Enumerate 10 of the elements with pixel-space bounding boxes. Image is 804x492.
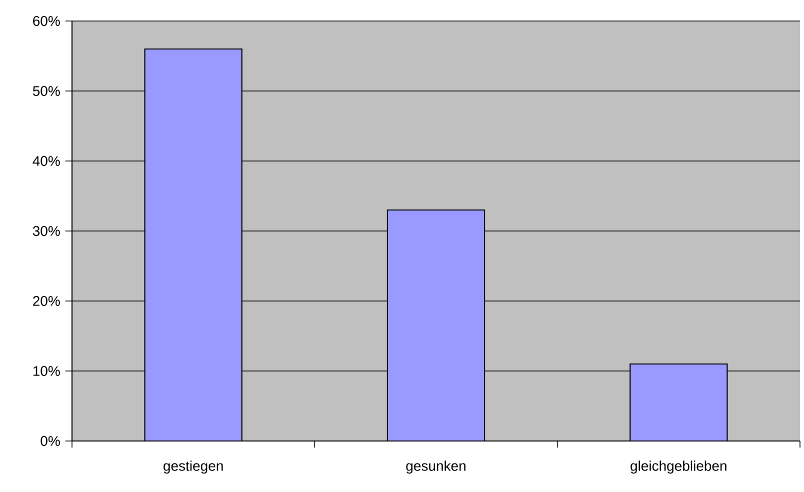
y-tick-label: 10% <box>33 366 60 376</box>
x-tick-label: gesunken <box>406 460 466 474</box>
y-tick-label: 50% <box>32 86 60 96</box>
y-tick-label: 0% <box>40 436 60 446</box>
y-tick-label: 30% <box>32 226 60 236</box>
y-tick-label: 40% <box>32 156 60 166</box>
x-tick-label: gestiegen <box>164 460 223 474</box>
y-tick-label: 60% <box>33 16 60 26</box>
y-tick-label: 20% <box>33 296 60 306</box>
x-tick-label: gleichgeblieben <box>630 460 726 474</box>
